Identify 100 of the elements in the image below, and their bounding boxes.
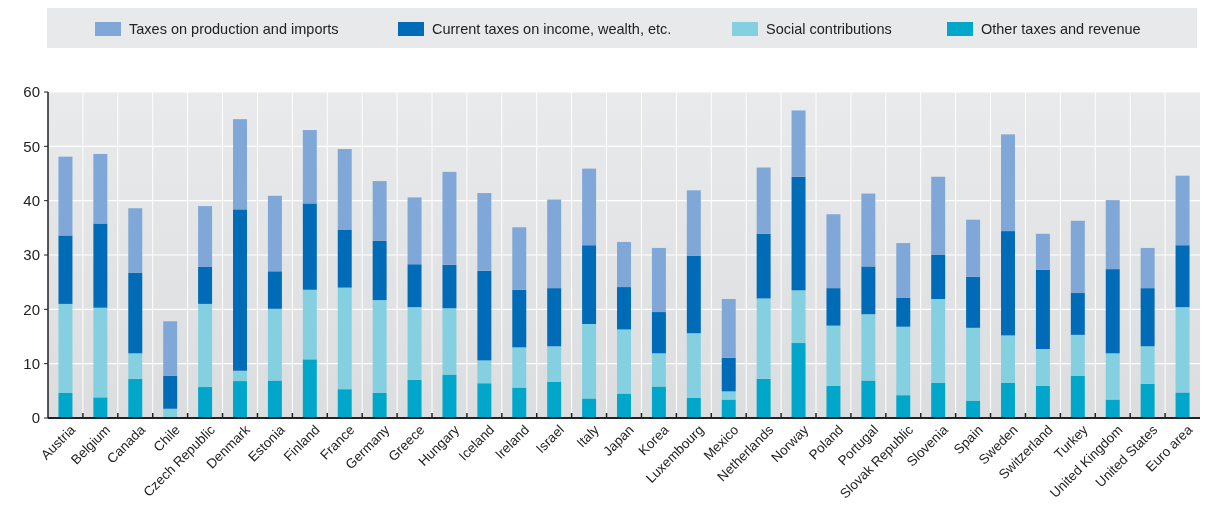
bar: [198, 206, 213, 267]
bar: [721, 357, 736, 392]
bar: [407, 264, 422, 308]
bar: [128, 353, 143, 379]
bar: [651, 353, 666, 387]
bar: [1070, 334, 1085, 376]
bar: [896, 395, 911, 418]
bar: [617, 241, 631, 288]
bar: [791, 110, 806, 177]
bar: [1035, 269, 1050, 349]
bar: [128, 272, 143, 354]
bar: [233, 381, 247, 418]
bar: [686, 397, 701, 418]
bar: [477, 270, 492, 361]
bar: [93, 307, 108, 398]
legend-label: Current taxes on income, wealth, etc.: [432, 21, 672, 37]
bar: [791, 290, 806, 344]
bar: [1175, 392, 1190, 418]
bar: [1070, 293, 1085, 335]
bar: [547, 381, 562, 418]
bar: [931, 299, 946, 383]
bar: [337, 389, 352, 418]
bar: [966, 327, 981, 401]
bar: [1140, 383, 1155, 418]
bar: [372, 300, 387, 394]
y-tick-label: 50: [23, 137, 40, 155]
bar: [931, 382, 946, 418]
bar: [582, 398, 597, 418]
bar: [582, 245, 597, 324]
bar: [58, 156, 73, 236]
bar: [896, 243, 911, 298]
bar: [651, 312, 666, 354]
bar: [861, 314, 876, 381]
bar: [407, 379, 422, 418]
bar: [686, 255, 701, 334]
bar: [267, 195, 282, 272]
bar: [617, 393, 631, 418]
legend-label: Social contributions: [766, 21, 892, 37]
bar: [407, 197, 422, 265]
bar: [1105, 399, 1120, 418]
bar: [826, 288, 841, 326]
bar: [372, 240, 387, 301]
bar: [791, 343, 806, 418]
bar: [826, 214, 841, 289]
bar: [1105, 353, 1120, 400]
bar: [547, 346, 562, 382]
bar: [617, 287, 631, 330]
bar: [58, 235, 73, 304]
bar: [826, 385, 841, 418]
bar: [93, 153, 108, 224]
bar: [756, 233, 771, 299]
bar: [267, 308, 282, 381]
bar: [931, 255, 946, 300]
bar: [337, 230, 352, 288]
bar: [442, 374, 457, 418]
bar: [302, 359, 317, 418]
bar: [163, 375, 178, 409]
bar: [1140, 346, 1155, 384]
bar: [233, 209, 247, 371]
bar: [1140, 288, 1155, 347]
bar: [861, 193, 876, 267]
bar: [198, 266, 213, 304]
bar: [1035, 233, 1050, 270]
bar: [966, 276, 981, 328]
bar: [582, 324, 597, 399]
bar: [931, 176, 946, 255]
bar: [791, 176, 806, 291]
bar: [477, 360, 492, 384]
bar: [721, 299, 736, 358]
bar: [128, 208, 143, 273]
bar: [896, 326, 911, 396]
y-tick-label: 0: [31, 409, 40, 427]
y-tick-label: 10: [23, 354, 40, 372]
bar: [337, 287, 352, 390]
bar: [1070, 220, 1085, 294]
bar: [58, 303, 73, 394]
bar: [442, 308, 457, 375]
bar: [512, 347, 527, 388]
y-tick-label: 20: [23, 300, 40, 318]
bar: [372, 393, 387, 418]
bar: [1001, 134, 1015, 232]
bar: [686, 333, 701, 398]
y-tick-label: 40: [23, 191, 40, 209]
bar: [233, 119, 247, 210]
bar: [721, 391, 736, 400]
bar: [233, 370, 247, 382]
bar: [302, 289, 317, 360]
bar: [58, 393, 73, 418]
bar: [651, 247, 666, 313]
bar: [512, 227, 527, 290]
bar: [1035, 349, 1050, 386]
bar: [1175, 175, 1190, 246]
bar: [1140, 247, 1155, 289]
bar: [128, 378, 143, 418]
bar: [1105, 200, 1120, 270]
bar: [1035, 385, 1050, 418]
y-tick-label: 30: [23, 246, 40, 264]
bar: [267, 271, 282, 309]
bar: [826, 325, 841, 386]
bar: [442, 171, 457, 265]
